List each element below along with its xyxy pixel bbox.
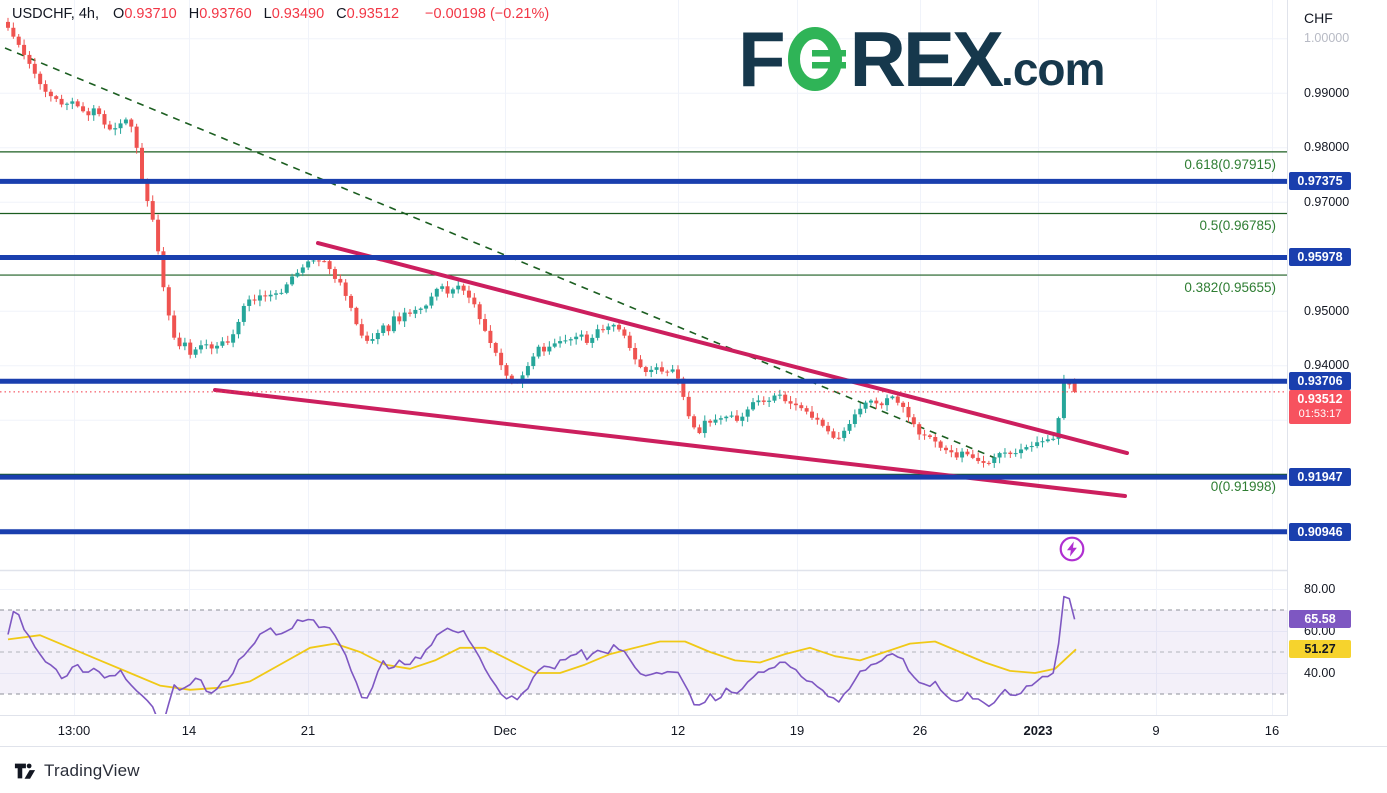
last-price-badge: 0.93512 01:53:17 — [1289, 390, 1351, 425]
fib-label-0.618: 0.618(0.97915) — [1184, 156, 1276, 172]
level-price-badge: 0.91947 — [1289, 468, 1351, 487]
price-axis-label: 0.99000 — [1304, 85, 1350, 100]
rsi-ma-line — [7, 634, 1077, 691]
price-axis-label: 0.95000 — [1304, 303, 1350, 318]
forex-logo-tld: .com — [1001, 43, 1105, 95]
price-axis-currency-label: CHF — [1304, 10, 1333, 26]
descending-dashed-trendline[interactable] — [4, 47, 1001, 461]
rsi-value-badge: 51.27 — [1289, 640, 1351, 659]
tradingview-logo[interactable]: TradingView — [14, 760, 140, 782]
forex-logo-text-f: F — [738, 15, 786, 103]
time-axis-label: 26 — [912, 723, 928, 738]
price-change: −0.00198 (−0.21%) — [425, 6, 550, 22]
fib-label-0.5: 0.5(0.96785) — [1199, 218, 1276, 234]
price-axis-label: 0.94000 — [1304, 358, 1350, 373]
grid — [0, 0, 1287, 715]
time-axis-label: 13:00 — [57, 723, 91, 738]
tradingview-icon — [14, 763, 36, 779]
last-price-value: 0.93512 — [1297, 392, 1343, 407]
symbol-header: USDCHF, 4h, O0.93710 H0.93760 L0.93490 C0.9… — [12, 6, 549, 22]
price-axis-label: 1.00000 — [1304, 31, 1350, 46]
level-price-badge: 0.95978 — [1289, 248, 1351, 267]
fib-label-0: 0(0.91998) — [1210, 479, 1276, 495]
rsi-axis-label: 40.00 — [1304, 666, 1336, 680]
countdown-timer: 01:53:17 — [1298, 408, 1342, 421]
level-price-badge: 0.90946 — [1289, 522, 1351, 541]
time-axis-label: 19 — [789, 723, 805, 738]
candlestick-series — [6, 17, 1077, 468]
level-price-badge: 0.93706 — [1289, 372, 1351, 391]
ohlc-L: L0.93490 — [263, 6, 325, 22]
support-resistance-lines — [0, 178, 1287, 535]
rsi-value-badge: 65.58 — [1289, 610, 1351, 629]
ohlc-values: O0.93710 H0.93760 L0.93490 C0.93512 — [113, 6, 411, 22]
price-axis[interactable]: CHF 1.000000.990000.980000.970000.960000… — [1288, 0, 1387, 746]
price-axis-label: 0.97000 — [1304, 194, 1350, 209]
forexcom-logo: F REX .com — [738, 15, 1105, 103]
ohlc-H: H0.93760 — [188, 6, 252, 22]
trendline-wedge-lower[interactable] — [213, 388, 1127, 499]
ohlc-O: O0.93710 — [113, 6, 177, 22]
time-axis-label: 16 — [1264, 723, 1280, 738]
time-axis[interactable]: 13:00 14 21 Dec 12 19 26 2023 9 16 — [0, 716, 1387, 746]
pane-borders — [0, 0, 1387, 747]
price-axis-label: 0.98000 — [1304, 140, 1350, 155]
level-price-badge: 0.97375 — [1289, 172, 1351, 191]
time-axis-label: 12 — [670, 723, 686, 738]
time-axis-label: 21 — [300, 723, 316, 738]
fib-lines — [0, 151, 1287, 475]
time-axis-label: 14 — [181, 723, 197, 738]
forex-green-o-icon — [787, 27, 846, 91]
flash-lightning-icon[interactable] — [1058, 535, 1086, 563]
ohlc-C: C0.93512 — [336, 6, 400, 22]
rsi-lines — [7, 595, 1077, 714]
tradingview-logo-text: TradingView — [44, 761, 140, 780]
symbol-title[interactable]: USDCHF, 4h, — [12, 6, 100, 22]
time-axis-label: Dec — [493, 723, 517, 738]
rsi-axis-label: 80.00 — [1304, 582, 1336, 596]
rsi-line — [7, 595, 1076, 714]
trendline-wedge-upper[interactable] — [316, 241, 1129, 456]
time-axis-label: 2023 — [1023, 723, 1053, 738]
time-axis-label: 9 — [1152, 723, 1160, 738]
forex-logo-text-rex: REX — [849, 15, 1004, 103]
fib-label-0.382: 0.382(0.95655) — [1184, 280, 1276, 296]
